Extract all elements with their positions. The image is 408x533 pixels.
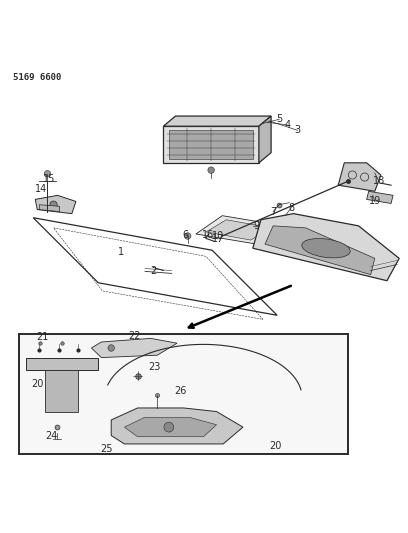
Text: 20: 20	[270, 441, 282, 451]
Polygon shape	[265, 226, 375, 274]
Text: 10: 10	[212, 231, 224, 241]
Text: 8: 8	[288, 203, 295, 213]
Text: 20: 20	[31, 379, 43, 389]
Text: 2: 2	[150, 265, 156, 276]
Polygon shape	[196, 216, 283, 244]
Polygon shape	[45, 369, 78, 411]
Text: 23: 23	[148, 362, 160, 372]
Polygon shape	[367, 191, 393, 204]
Polygon shape	[253, 214, 399, 281]
Polygon shape	[35, 195, 76, 214]
Polygon shape	[267, 219, 302, 231]
Bar	[19, 334, 348, 454]
Polygon shape	[163, 116, 271, 126]
Circle shape	[164, 422, 174, 432]
Text: 21: 21	[36, 332, 48, 342]
Text: 15: 15	[43, 174, 55, 184]
Polygon shape	[39, 205, 60, 212]
Polygon shape	[124, 417, 217, 437]
Text: 19: 19	[369, 197, 381, 206]
Circle shape	[208, 167, 214, 173]
Polygon shape	[111, 408, 243, 444]
Text: 4: 4	[284, 120, 290, 130]
Text: 24: 24	[46, 431, 58, 441]
Text: 6: 6	[183, 230, 189, 240]
Text: 26: 26	[174, 386, 186, 396]
Polygon shape	[338, 163, 381, 191]
Text: 3: 3	[295, 125, 301, 135]
Polygon shape	[91, 338, 177, 358]
Polygon shape	[261, 216, 310, 235]
Text: 17: 17	[212, 234, 224, 244]
Text: 14: 14	[35, 184, 47, 194]
Text: 7: 7	[270, 207, 276, 216]
Text: 1: 1	[118, 247, 124, 257]
Polygon shape	[163, 126, 259, 163]
Circle shape	[44, 171, 51, 177]
Circle shape	[108, 345, 115, 351]
Circle shape	[184, 233, 191, 239]
Polygon shape	[259, 116, 271, 163]
Text: 22: 22	[128, 331, 140, 341]
Polygon shape	[206, 220, 271, 240]
Text: 16: 16	[202, 230, 214, 240]
Polygon shape	[26, 358, 98, 369]
Text: 5: 5	[276, 114, 282, 124]
Text: 18: 18	[373, 176, 385, 186]
Bar	[169, 130, 253, 159]
Circle shape	[50, 201, 57, 208]
Text: 5169 6600: 5169 6600	[13, 74, 61, 83]
Ellipse shape	[302, 239, 350, 258]
Text: 9: 9	[254, 221, 260, 231]
Text: 25: 25	[100, 444, 113, 454]
